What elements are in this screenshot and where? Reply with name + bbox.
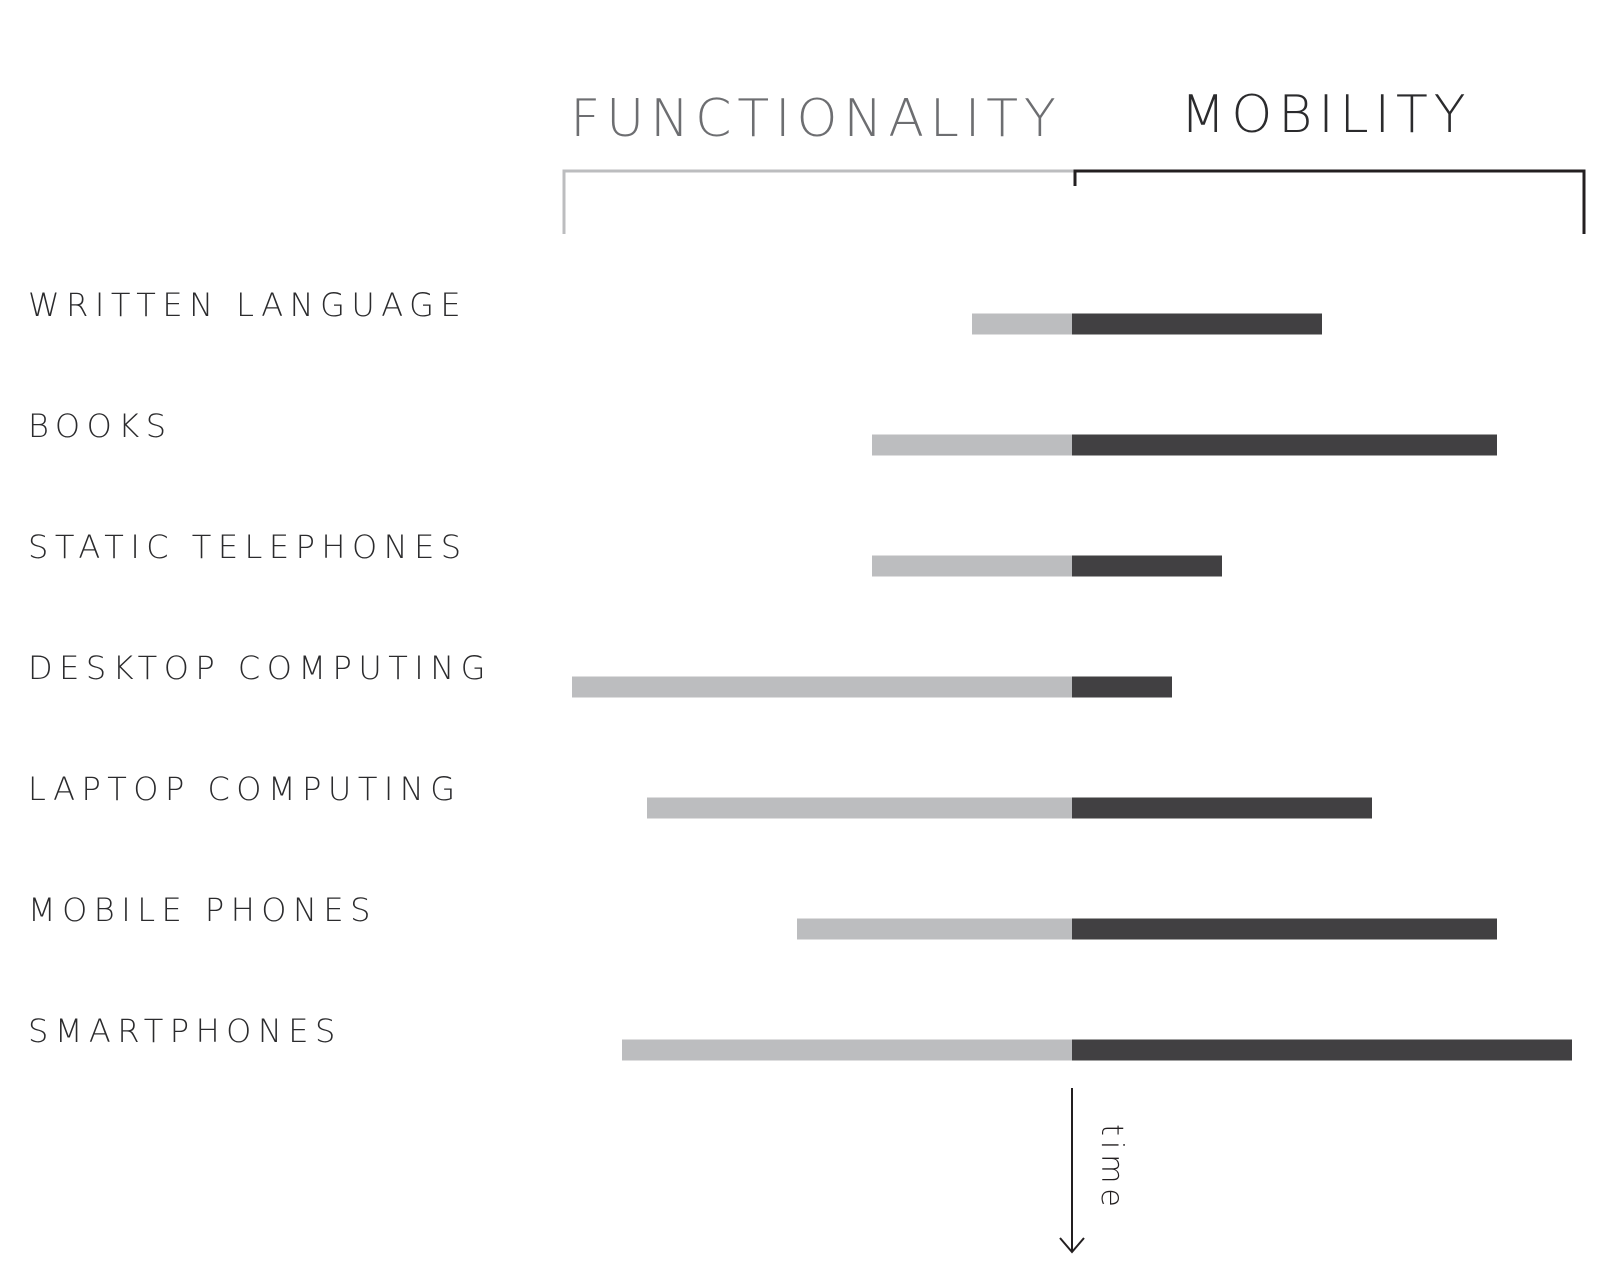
time-axis: time	[1059, 1088, 1129, 1254]
bars	[572, 313, 1572, 1061]
functionality-bracket	[562, 169, 1077, 234]
functionality-bar-mobile-phones	[797, 918, 1072, 940]
mobility-bar-smartphones	[1072, 1039, 1572, 1061]
mobility-bar-desktop-computing	[1072, 676, 1172, 698]
functionality-bar-static-telephones	[872, 555, 1072, 577]
mobility-header: MOBILITY	[1180, 85, 1471, 145]
functionality-bar-books	[872, 434, 1072, 456]
category-label-books: BOOKS	[28, 407, 173, 445]
category-label-static-telephones: STATIC TELEPHONES	[28, 528, 468, 566]
category-label-laptop-computing: LAPTOP COMPUTING	[28, 770, 462, 808]
category-label-desktop-computing: DESKTOP COMPUTING	[28, 649, 492, 687]
category-label-written-language: WRITTEN LANGUAGE	[28, 286, 467, 324]
functionality-bar-laptop-computing	[647, 797, 1072, 819]
time-label: time	[1094, 1124, 1129, 1212]
functionality-header: FUNCTIONALITY	[570, 89, 1062, 149]
mobility-bar-static-telephones	[1072, 555, 1222, 577]
functionality-bar-written-language	[972, 313, 1072, 335]
time-arrow-head-icon	[1059, 1237, 1085, 1254]
category-label-smartphones: SMARTPHONES	[28, 1012, 342, 1050]
category-label-mobile-phones: MOBILE PHONES	[28, 891, 377, 929]
headers: FUNCTIONALITY MOBILITY	[562, 85, 1586, 234]
functionality-bar-smartphones	[622, 1039, 1072, 1061]
category-labels: WRITTEN LANGUAGE BOOKS STATIC TELEPHONES DE…	[28, 286, 492, 1050]
mobility-bar-mobile-phones	[1072, 918, 1497, 940]
mobility-bracket	[1073, 169, 1586, 234]
mobility-bar-written-language	[1072, 313, 1322, 335]
mobility-bar-books	[1072, 434, 1497, 456]
mobility-bar-laptop-computing	[1072, 797, 1372, 819]
functionality-bar-desktop-computing	[572, 676, 1072, 698]
